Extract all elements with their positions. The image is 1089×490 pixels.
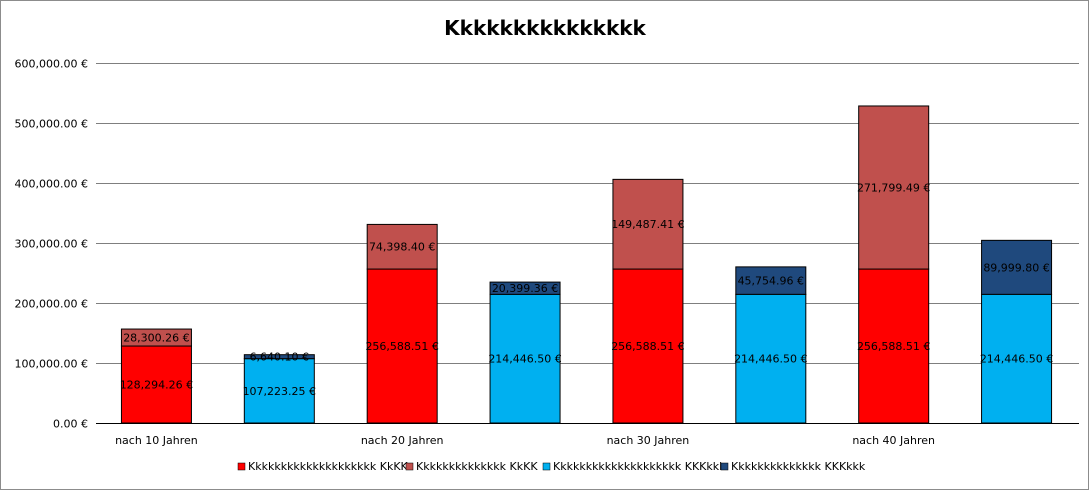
legend-entry: Kkkkkkkkkkkkkk KKKkkk <box>731 460 866 473</box>
bar-segment <box>981 293 1053 424</box>
bar-segment <box>858 268 930 424</box>
legend-swatch <box>405 462 414 471</box>
legend: Kkkkkkkkkkkkkkkkkkkk KkKK Kkkkkkkkkkkkkk … <box>237 460 866 473</box>
category-label: nach 10 Jahren <box>115 434 198 447</box>
y-tick-label: 0.00 € <box>53 418 88 431</box>
bar-segment <box>612 178 684 270</box>
bar-segment <box>981 239 1053 295</box>
y-tick-label: 200,000.00 € <box>15 298 88 311</box>
bar-segment <box>489 281 561 295</box>
data-label: 20,399.36 € <box>492 282 558 295</box>
y-tick-label: 100,000.00 € <box>15 358 88 371</box>
data-label: 28,300.26 € <box>123 332 189 345</box>
data-label: 107,223.25 € <box>243 385 316 398</box>
legend-entry: Kkkkkkkkkkkkkk KkKK <box>416 460 538 473</box>
data-label: 214,446.50 € <box>488 353 561 366</box>
bar-segment <box>366 223 438 270</box>
y-tick-label: 400,000.00 € <box>15 178 88 191</box>
bar-segment <box>858 105 930 270</box>
data-label: 128,294.26 € <box>120 379 193 392</box>
bar-segment <box>612 268 684 424</box>
bar-segment <box>243 358 315 424</box>
gridlines <box>96 63 1079 424</box>
bar-segment <box>243 354 315 360</box>
x-axis-categories: nach 10 Jahren nach 20 Jahren nach 30 Jahr… <box>115 434 935 447</box>
bar-segment <box>366 268 438 424</box>
legend-swatch <box>720 462 729 471</box>
data-labels: 128,294.26 € 28,300.26 € 107,223.25 € 6,640… <box>120 182 1054 398</box>
category-label: nach 40 Jahren <box>852 434 935 447</box>
data-label: 256,588.51 € <box>611 340 684 353</box>
y-axis-ticks: 0.00 € 100,000.00 € 200,000.00 € 300,000.00… <box>15 58 88 431</box>
bar-segment <box>120 345 192 424</box>
data-label: 214,446.50 € <box>734 353 807 366</box>
data-label: 271,799.49 € <box>857 182 930 195</box>
bar-segment <box>489 293 561 424</box>
legend-swatch <box>542 462 551 471</box>
bar-segment <box>735 293 807 424</box>
data-label: 214,446.50 € <box>980 353 1053 366</box>
bar-segment <box>120 328 192 347</box>
chart-title: Kkkkkkkkkkkkkkk <box>444 16 646 40</box>
data-label: 89,999.80 € <box>983 261 1049 274</box>
legend-entry: Kkkkkkkkkkkkkkkkkkkk KKKkkk <box>553 460 726 473</box>
data-label: 149,487.41 € <box>611 218 684 231</box>
data-label: 256,588.51 € <box>365 340 438 353</box>
legend-swatch <box>237 462 246 471</box>
category-label: nach 20 Jahren <box>361 434 444 447</box>
bars <box>120 105 1053 424</box>
data-label: 256,588.51 € <box>857 340 930 353</box>
y-tick-label: 600,000.00 € <box>15 58 88 71</box>
data-label: 74,398.40 € <box>369 241 435 254</box>
bar-segment <box>735 266 807 295</box>
y-tick-label: 500,000.00 € <box>15 118 88 131</box>
data-label: 45,754.96 € <box>738 275 804 288</box>
y-tick-label: 300,000.00 € <box>15 238 88 251</box>
category-label: nach 30 Jahren <box>607 434 690 447</box>
data-label: 6,640.10 € <box>250 351 309 364</box>
legend-entry: Kkkkkkkkkkkkkkkkkkkk KkKK <box>248 460 409 473</box>
